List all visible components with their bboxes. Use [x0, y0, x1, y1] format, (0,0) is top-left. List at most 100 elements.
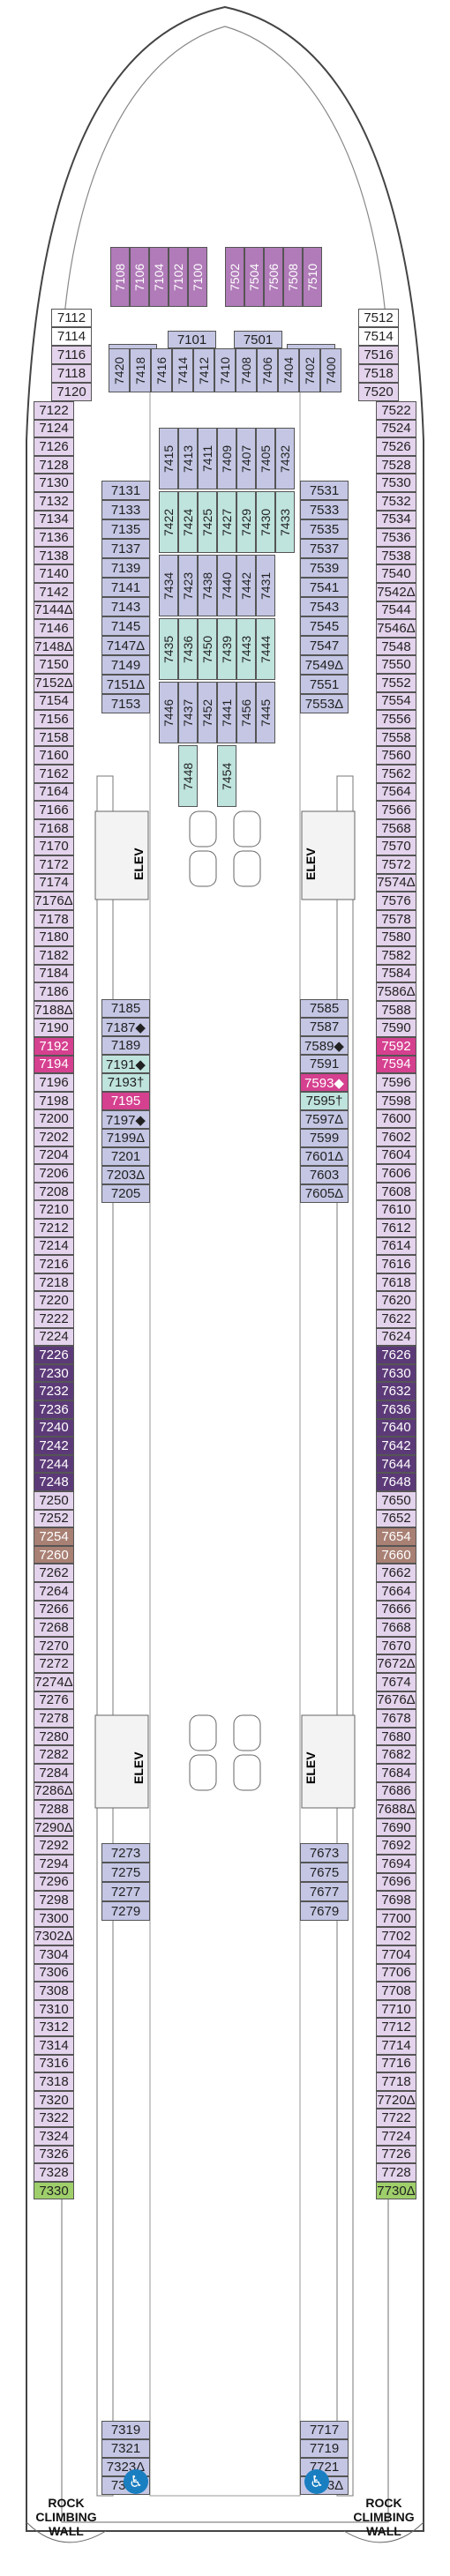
- cabin-7170[interactable]: 7170: [34, 837, 74, 855]
- cabin-7126[interactable]: 7126: [34, 437, 74, 456]
- cabin-7244[interactable]: 7244: [34, 1454, 74, 1474]
- cabin-7719[interactable]: 7719: [300, 2439, 349, 2458]
- cabin-7720[interactable]: 7720Δ: [376, 2090, 416, 2109]
- cabin-7411[interactable]: 7411: [198, 428, 217, 489]
- cabin-7195[interactable]: 7195: [101, 1092, 150, 1110]
- cabin-7718[interactable]: 7718: [376, 2072, 416, 2091]
- cabin-7590[interactable]: 7590: [376, 1019, 416, 1037]
- cabin-7151[interactable]: 7151Δ: [101, 675, 150, 694]
- cabin-7522[interactable]: 7522: [376, 401, 416, 420]
- cabin-7540[interactable]: 7540: [376, 564, 416, 583]
- cabin-7626[interactable]: 7626: [376, 1346, 416, 1364]
- cabin-7153[interactable]: 7153: [101, 694, 150, 713]
- cabin-7290[interactable]: 7290Δ: [34, 1818, 74, 1837]
- cabin-7148[interactable]: 7148Δ: [34, 637, 74, 656]
- cabin-7664[interactable]: 7664: [376, 1582, 416, 1601]
- cabin-7135[interactable]: 7135: [101, 519, 150, 539]
- cabin-7606[interactable]: 7606: [376, 1164, 416, 1183]
- cabin-7202[interactable]: 7202: [34, 1128, 74, 1146]
- cabin-7282[interactable]: 7282: [34, 1745, 74, 1764]
- cabin-7275[interactable]: 7275: [101, 1863, 150, 1882]
- cabin-7518[interactable]: 7518: [358, 364, 399, 383]
- cabin-7674[interactable]: 7674: [376, 1673, 416, 1691]
- cabin-7294[interactable]: 7294: [34, 1855, 74, 1873]
- cabin-7226[interactable]: 7226: [34, 1346, 74, 1364]
- cabin-7273[interactable]: 7273: [101, 1843, 150, 1863]
- cabin-7132[interactable]: 7132: [34, 492, 74, 511]
- cabin-7158[interactable]: 7158: [34, 728, 74, 747]
- cabin-7724[interactable]: 7724: [376, 2127, 416, 2146]
- cabin-7116[interactable]: 7116: [51, 346, 92, 364]
- cabin-7427[interactable]: 7427: [217, 491, 236, 553]
- cabin-7168[interactable]: 7168: [34, 818, 74, 838]
- cabin-7591[interactable]: 7591: [300, 1055, 349, 1073]
- cabin-7432[interactable]: 7432: [275, 428, 295, 489]
- cabin-7319[interactable]: 7319: [101, 2421, 150, 2439]
- cabin-7677[interactable]: 7677: [300, 1882, 349, 1901]
- cabin-7502[interactable]: 7502: [225, 247, 244, 307]
- cabin-7412[interactable]: 7412: [193, 348, 214, 392]
- cabin-7728[interactable]: 7728: [376, 2163, 416, 2182]
- cabin-7328[interactable]: 7328: [34, 2163, 74, 2182]
- cabin-7644[interactable]: 7644: [376, 1454, 416, 1474]
- cabin-7166[interactable]: 7166: [34, 801, 74, 819]
- cabin-7442[interactable]: 7442: [236, 555, 256, 616]
- cabin-7450[interactable]: 7450: [198, 618, 217, 680]
- cabin-7535[interactable]: 7535: [300, 519, 349, 539]
- cabin-7514[interactable]: 7514: [358, 327, 399, 346]
- cabin-7270[interactable]: 7270: [34, 1636, 74, 1655]
- cabin-7437[interactable]: 7437: [178, 682, 198, 743]
- cabin-7690[interactable]: 7690: [376, 1818, 416, 1837]
- cabin-7650[interactable]: 7650: [376, 1491, 416, 1510]
- cabin-7186[interactable]: 7186: [34, 982, 74, 1001]
- cabin-7137[interactable]: 7137: [101, 539, 150, 558]
- cabin-7445[interactable]: 7445: [256, 682, 275, 743]
- cabin-7448[interactable]: 7448: [178, 745, 198, 807]
- cabin-7592[interactable]: 7592: [376, 1037, 416, 1056]
- cabin-7672[interactable]: 7672Δ: [376, 1654, 416, 1673]
- cabin-7642[interactable]: 7642: [376, 1437, 416, 1455]
- cabin-7706[interactable]: 7706: [376, 1963, 416, 1982]
- cabin-7456[interactable]: 7456: [236, 682, 256, 743]
- cabin-7568[interactable]: 7568: [376, 818, 416, 838]
- cabin-7308[interactable]: 7308: [34, 1982, 74, 2000]
- cabin-7717[interactable]: 7717: [300, 2421, 349, 2439]
- cabin-7140[interactable]: 7140: [34, 564, 74, 583]
- cabin-7124[interactable]: 7124: [34, 419, 74, 438]
- cabin-7214[interactable]: 7214: [34, 1236, 74, 1256]
- cabin-7242[interactable]: 7242: [34, 1437, 74, 1455]
- cabin-7601[interactable]: 7601Δ: [300, 1147, 349, 1166]
- cabin-7526[interactable]: 7526: [376, 437, 416, 456]
- cabin-7652[interactable]: 7652: [376, 1509, 416, 1528]
- cabin-7574[interactable]: 7574Δ: [376, 873, 416, 892]
- cabin-7178[interactable]: 7178: [34, 909, 74, 929]
- cabin-7614[interactable]: 7614: [376, 1236, 416, 1256]
- cabin-7198[interactable]: 7198: [34, 1091, 74, 1110]
- cabin-7604[interactable]: 7604: [376, 1146, 416, 1165]
- cabin-7546[interactable]: 7546Δ: [376, 619, 416, 638]
- cabin-7454[interactable]: 7454: [217, 745, 236, 807]
- cabin-7570[interactable]: 7570: [376, 837, 416, 855]
- cabin-7538[interactable]: 7538: [376, 546, 416, 565]
- cabin-7402[interactable]: 7402: [299, 348, 320, 392]
- cabin-7508[interactable]: 7508: [283, 247, 303, 307]
- cabin-7326[interactable]: 7326: [34, 2145, 74, 2164]
- cabin-7675[interactable]: 7675: [300, 1863, 349, 1882]
- cabin-7147[interactable]: 7147Δ: [101, 636, 150, 655]
- cabin-7560[interactable]: 7560: [376, 746, 416, 765]
- cabin-7266[interactable]: 7266: [34, 1600, 74, 1619]
- cabin-7587[interactable]: 7587: [300, 1018, 349, 1036]
- cabin-7424[interactable]: 7424: [178, 491, 198, 553]
- cabin-7545[interactable]: 7545: [300, 616, 349, 636]
- cabin-7694[interactable]: 7694: [376, 1855, 416, 1873]
- cabin-7666[interactable]: 7666: [376, 1600, 416, 1619]
- cabin-7524[interactable]: 7524: [376, 419, 416, 438]
- cabin-7408[interactable]: 7408: [236, 348, 257, 392]
- cabin-7533[interactable]: 7533: [300, 500, 349, 519]
- cabin-7418[interactable]: 7418: [130, 348, 151, 392]
- cabin-7108[interactable]: 7108: [110, 247, 130, 307]
- cabin-7405[interactable]: 7405: [256, 428, 275, 489]
- cabin-7196[interactable]: 7196: [34, 1073, 74, 1092]
- cabin-7668[interactable]: 7668: [376, 1618, 416, 1637]
- cabin-7506[interactable]: 7506: [264, 247, 283, 307]
